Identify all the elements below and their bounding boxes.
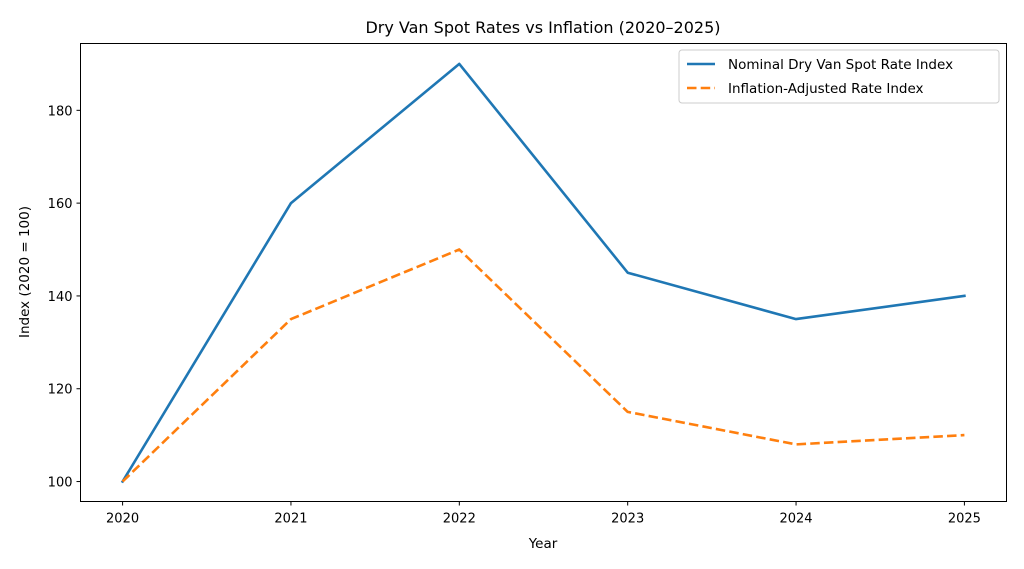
axes-frame [80,43,1007,502]
legend: Nominal Dry Van Spot Rate Index Inflation… [678,49,1000,104]
legend-label: Nominal Dry Van Spot Rate Index [728,57,953,73]
y-tick-label: 140 [48,290,73,305]
y-axis: 100 120 140 160 180 [48,104,81,491]
legend-label: Inflation-Adjusted Rate Index [728,81,924,97]
y-axis-label: Index (2020 = 100) [17,206,33,338]
series-line-nominal [120,62,966,484]
legend-box [678,49,1000,104]
x-tick-label: 2020 [106,512,139,527]
x-axis-label: Year [528,536,558,552]
series-layer [120,62,966,484]
x-tick-label: 2025 [948,512,981,527]
y-tick-label: 120 [48,383,73,398]
x-tick-label: 2021 [274,512,307,527]
y-tick-label: 100 [48,476,73,491]
y-tick-label: 160 [48,197,73,212]
x-tick-label: 2022 [443,512,476,527]
series-line-inflation-adjusted [121,248,965,483]
x-tick-label: 2024 [779,512,812,527]
x-tick-label: 2023 [611,512,644,527]
x-axis: 2020 2021 2022 2023 2024 2025 [106,501,981,527]
y-tick-label: 180 [48,104,73,119]
chart-title: Dry Van Spot Rates vs Inflation (2020–20… [365,18,720,37]
